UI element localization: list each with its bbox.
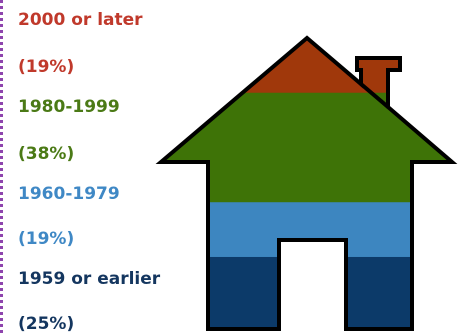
legend-label-2000-or-later: 2000 or later xyxy=(18,10,143,30)
legend-percent-1959-or-earlier: (25%) xyxy=(18,314,75,334)
legend-percent-1980-1999: (38%) xyxy=(18,144,75,164)
legend-label-1980-1999: 1980-1999 xyxy=(18,97,120,117)
legend: 2000 or later (19%) 1980-1999 (38%) 1960… xyxy=(18,0,208,334)
legend-percent-2000-or-later: (19%) xyxy=(18,57,75,77)
frame-border xyxy=(0,0,3,333)
house-band-2000-or-later xyxy=(161,38,452,94)
house-outline xyxy=(155,35,458,331)
legend-label-1959-or-earlier: 1959 or earlier xyxy=(18,269,161,289)
chimney-roof-joint xyxy=(359,82,390,109)
legend-percent-1960-1979: (19%) xyxy=(18,229,75,249)
legend-label-1960-1979: 1960-1979 xyxy=(18,184,120,204)
